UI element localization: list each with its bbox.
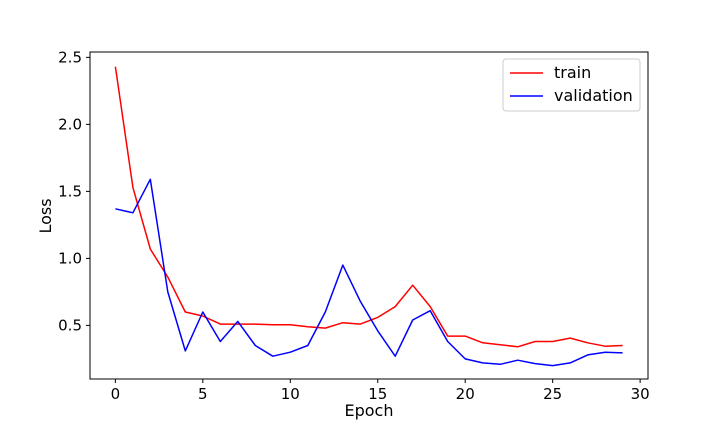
legend-label-validation: validation xyxy=(554,86,633,105)
y-axis: 0.5 1.0 1.5 2.0 2.5 xyxy=(58,48,90,334)
series-line-train xyxy=(114,66,623,348)
series-layer xyxy=(114,66,623,367)
y-tick-label: 1.5 xyxy=(58,182,82,200)
series-line-validation xyxy=(115,178,623,367)
x-tick-label: 30 xyxy=(631,385,650,403)
y-tick-label: 0.5 xyxy=(58,316,82,334)
x-tick-label: 15 xyxy=(368,385,387,403)
x-tick-label: 10 xyxy=(281,385,300,403)
x-axis-label: Epoch xyxy=(345,401,394,420)
y-axis-label: Loss xyxy=(36,198,55,233)
legend: train validation xyxy=(502,58,641,112)
y-tick-label: 2.0 xyxy=(58,115,82,133)
x-axis: 0 5 10 15 20 25 30 xyxy=(111,379,650,403)
x-tick-label: 5 xyxy=(198,385,208,403)
plot-area-frame xyxy=(89,51,649,380)
x-tick-label: 0 xyxy=(111,385,121,403)
y-tick-label: 2.5 xyxy=(58,48,82,66)
legend-frame xyxy=(502,58,641,112)
x-tick-label: 20 xyxy=(456,385,475,403)
y-tick-label: 1.0 xyxy=(58,249,82,267)
legend-label-train: train xyxy=(554,63,591,82)
x-tick-label: 25 xyxy=(543,385,562,403)
